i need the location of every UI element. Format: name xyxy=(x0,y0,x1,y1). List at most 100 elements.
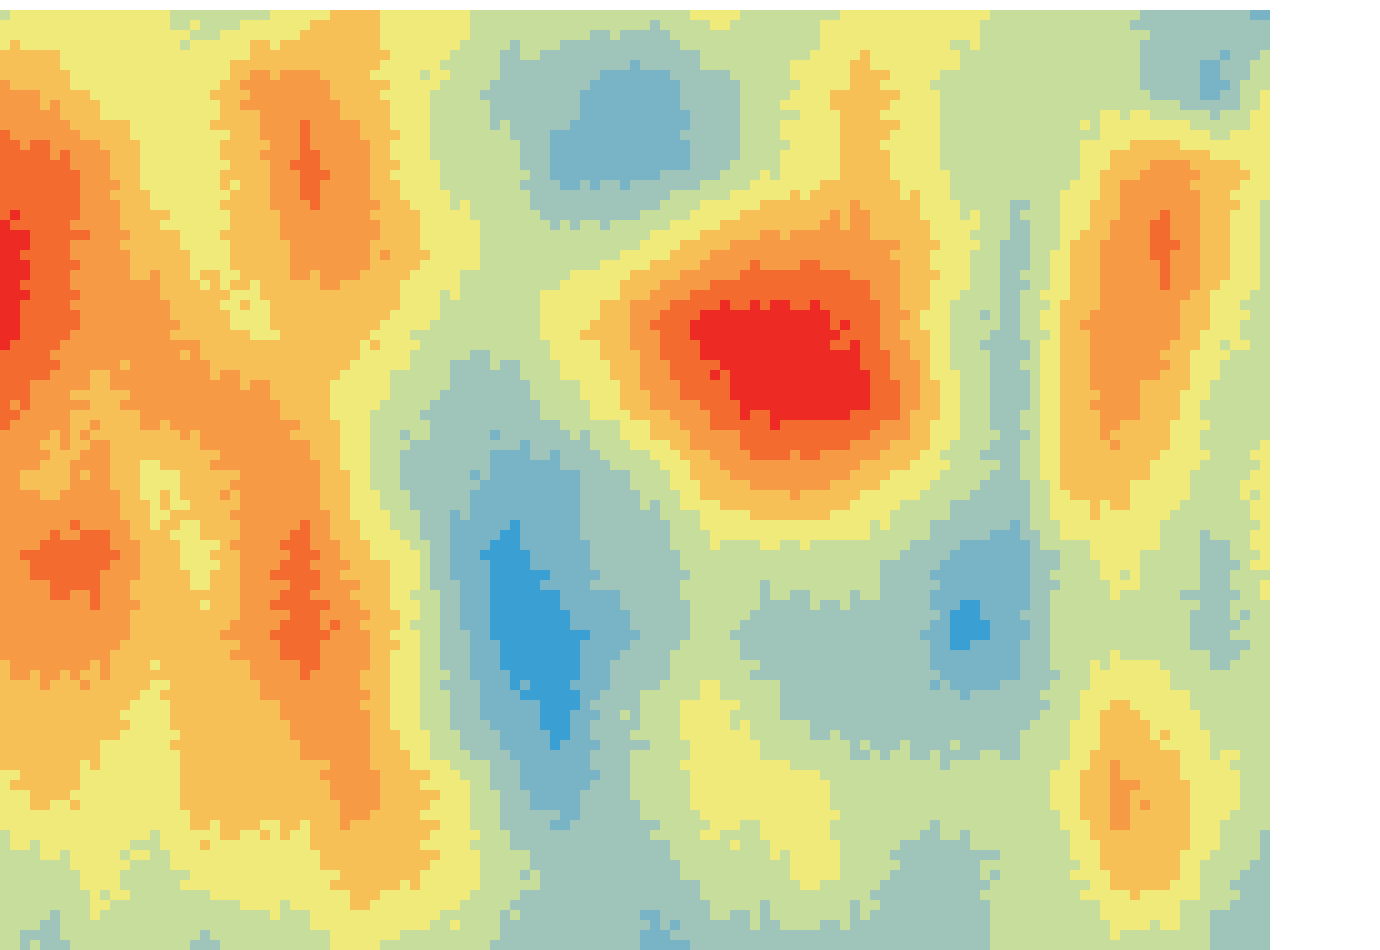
heatmap-cell xyxy=(1230,290,1241,301)
heatmap-cell xyxy=(670,90,681,101)
heatmap-cell xyxy=(800,330,811,341)
heatmap-cell xyxy=(1240,370,1251,381)
heatmap-cell xyxy=(820,220,831,231)
heatmap-cell xyxy=(360,90,371,101)
heatmap-cell xyxy=(200,380,211,391)
heatmap-cell xyxy=(330,290,341,301)
heatmap-cell xyxy=(260,390,271,401)
heatmap-cell xyxy=(860,240,871,251)
heatmap-cell xyxy=(200,30,211,41)
heatmap-cell xyxy=(1000,50,1011,61)
heatmap-cell xyxy=(900,290,911,301)
heatmap-cell xyxy=(30,390,41,401)
heatmap-cell xyxy=(650,260,661,271)
heatmap-cell xyxy=(200,10,211,21)
heatmap-cell xyxy=(450,150,461,161)
heatmap-cell xyxy=(300,150,311,161)
heatmap-cell xyxy=(140,210,151,221)
heatmap-cell xyxy=(740,280,751,291)
heatmap-cell xyxy=(1130,160,1141,171)
heatmap-cell xyxy=(280,200,291,211)
heatmap-cell xyxy=(1170,60,1181,71)
heatmap-cell xyxy=(770,210,781,221)
heatmap-cell xyxy=(650,250,661,261)
heatmap-cell xyxy=(150,270,161,281)
heatmap-cell xyxy=(130,400,141,411)
heatmap-cell xyxy=(1030,270,1041,281)
heatmap-cell xyxy=(520,270,531,281)
heatmap-cell xyxy=(720,330,731,341)
heatmap-cell xyxy=(1230,320,1241,331)
heatmap-cell xyxy=(300,90,311,101)
heatmap-cell xyxy=(1160,280,1171,291)
heatmap-cell xyxy=(400,300,411,311)
heatmap-cell xyxy=(310,300,321,311)
heatmap-cell xyxy=(870,200,881,211)
heatmap-cell xyxy=(830,30,841,41)
heatmap-cell xyxy=(870,140,881,151)
heatmap-cell xyxy=(980,230,991,241)
heatmap-cell xyxy=(1020,110,1031,121)
heatmap-cell xyxy=(1190,240,1201,251)
heatmap-cell xyxy=(980,190,991,201)
heatmap-cell xyxy=(280,370,291,381)
heatmap-cell xyxy=(10,270,21,281)
heatmap-cell xyxy=(130,130,141,141)
heatmap-cell xyxy=(1220,360,1231,371)
heatmap-cell xyxy=(380,330,391,341)
heatmap-cell xyxy=(190,170,201,181)
heatmap-cell xyxy=(760,80,771,91)
heatmap-cell xyxy=(270,110,281,121)
heatmap-cell xyxy=(1020,180,1031,191)
heatmap-cell xyxy=(820,70,831,81)
heatmap-cell xyxy=(240,300,251,311)
heatmap-cell xyxy=(1040,150,1051,161)
heatmap-cell xyxy=(1260,20,1270,31)
heatmap-cell xyxy=(1250,250,1261,261)
heatmap-cell xyxy=(710,150,721,161)
heatmap-cell xyxy=(1100,290,1111,301)
heatmap-cell xyxy=(310,50,321,61)
heatmap-cell xyxy=(800,40,811,51)
heatmap-cell xyxy=(540,320,551,331)
heatmap-cell xyxy=(500,250,511,261)
heatmap-cell xyxy=(540,290,551,301)
heatmap-cell xyxy=(430,210,441,221)
heatmap-cell xyxy=(430,340,441,351)
heatmap-cell xyxy=(1010,60,1021,71)
heatmap-cell xyxy=(980,180,991,191)
heatmap-cell xyxy=(1140,140,1151,151)
heatmap-cell xyxy=(1070,350,1081,361)
heatmap-cell xyxy=(480,340,491,351)
heatmap-cell xyxy=(530,10,541,21)
heatmap-cell xyxy=(970,30,981,41)
heatmap-cell xyxy=(810,390,821,401)
heatmap-cell xyxy=(1100,80,1111,91)
heatmap-cell xyxy=(620,350,631,361)
heatmap-cell xyxy=(630,220,641,231)
heatmap-cell xyxy=(200,220,211,231)
heatmap-cell xyxy=(790,190,801,201)
heatmap-cell xyxy=(1260,100,1270,111)
heatmap-cell xyxy=(740,360,751,371)
heatmap-cell xyxy=(360,160,371,171)
heatmap-cell xyxy=(1080,320,1091,331)
heatmap-cell xyxy=(570,120,581,131)
heatmap-cell xyxy=(720,370,731,381)
heatmap-cell xyxy=(660,250,671,261)
heatmap-cell xyxy=(130,190,141,201)
heatmap-cell xyxy=(130,90,141,101)
heatmap-cell xyxy=(310,290,321,301)
heatmap-cell xyxy=(170,250,181,261)
heatmap-cell xyxy=(200,20,211,31)
heatmap-cell xyxy=(530,320,541,331)
heatmap-cell xyxy=(1110,220,1121,231)
heatmap-cell xyxy=(550,280,561,291)
heatmap-cell xyxy=(800,220,811,231)
heatmap-cell xyxy=(440,110,451,121)
heatmap-cell xyxy=(260,350,271,361)
heatmap-cell xyxy=(940,60,951,71)
heatmap-cell xyxy=(950,30,961,41)
heatmap-cell xyxy=(1100,350,1111,361)
heatmap-cell xyxy=(880,50,891,61)
